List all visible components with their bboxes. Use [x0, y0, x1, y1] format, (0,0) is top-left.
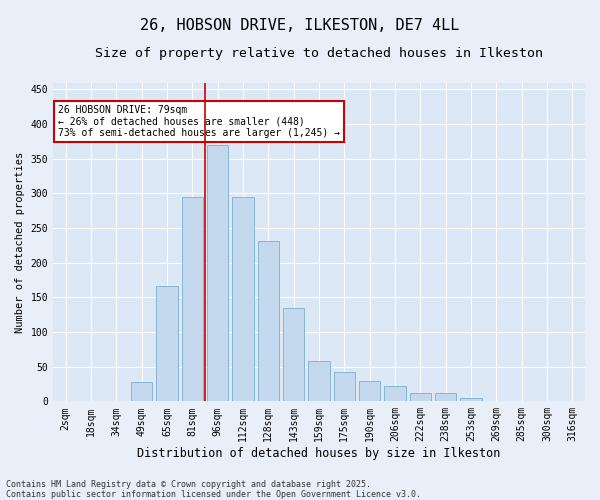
Bar	[308, 361, 330, 402]
Bar	[156, 286, 178, 402]
Bar	[334, 372, 355, 402]
Y-axis label: Number of detached properties: Number of detached properties	[15, 152, 25, 332]
Bar	[435, 393, 457, 402]
Bar	[182, 197, 203, 402]
Bar	[359, 380, 380, 402]
Text: 26 HOBSON DRIVE: 79sqm
← 26% of detached houses are smaller (448)
73% of semi-de: 26 HOBSON DRIVE: 79sqm ← 26% of detached…	[58, 105, 340, 138]
Text: Contains HM Land Registry data © Crown copyright and database right 2025.
Contai: Contains HM Land Registry data © Crown c…	[6, 480, 421, 499]
Bar	[410, 393, 431, 402]
Bar	[485, 400, 507, 402]
Title: Size of property relative to detached houses in Ilkeston: Size of property relative to detached ho…	[95, 48, 543, 60]
Bar	[232, 197, 254, 402]
Bar	[384, 386, 406, 402]
X-axis label: Distribution of detached houses by size in Ilkeston: Distribution of detached houses by size …	[137, 447, 501, 460]
Bar	[207, 145, 229, 402]
Bar	[283, 308, 304, 402]
Bar	[131, 382, 152, 402]
Bar	[257, 240, 279, 402]
Bar	[460, 398, 482, 402]
Text: 26, HOBSON DRIVE, ILKESTON, DE7 4LL: 26, HOBSON DRIVE, ILKESTON, DE7 4LL	[140, 18, 460, 32]
